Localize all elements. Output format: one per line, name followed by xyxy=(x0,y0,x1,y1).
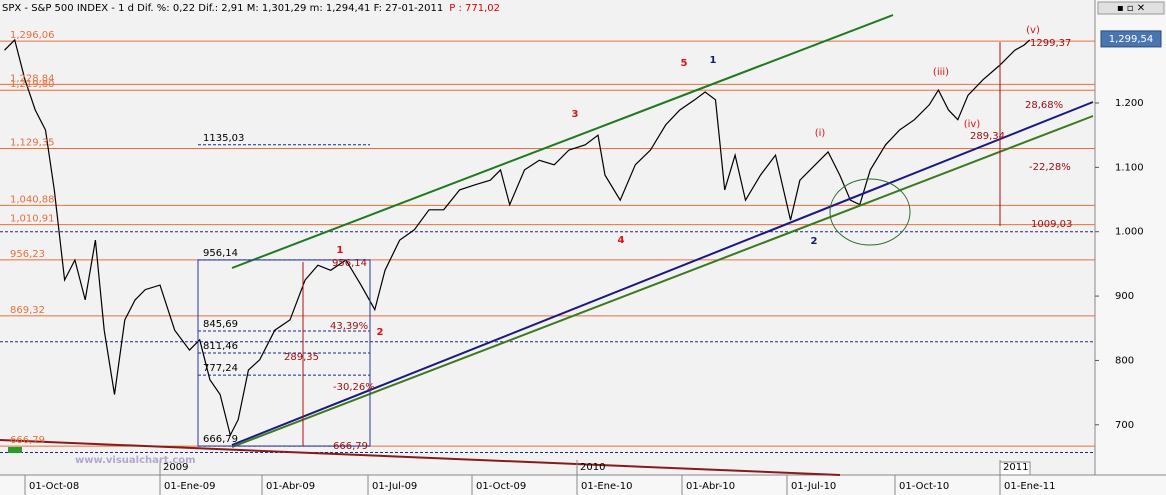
x-tick-label: 01-Jul-10 xyxy=(791,481,836,492)
dashed-level-label: 956,14 xyxy=(203,248,238,259)
annotation: 2 xyxy=(811,236,818,247)
annotation: -30,26% xyxy=(333,382,375,393)
trend-line xyxy=(231,14,894,269)
level-label: 1,129,35 xyxy=(10,137,55,148)
level-label: 869,32 xyxy=(10,305,45,316)
level-label: 666,79 xyxy=(10,435,45,446)
annotation: 43,39% xyxy=(330,321,368,332)
x-tick-label: 01-Oct-09 xyxy=(476,481,526,492)
trend-line xyxy=(0,439,841,476)
annotation: 4 xyxy=(618,235,625,246)
y-tick-label: 700 xyxy=(1115,420,1134,431)
dashed-level-label: 777,24 xyxy=(203,363,238,374)
x-tick-label: 01-Oct-08 xyxy=(29,481,79,492)
title-text: SPX - S&P 500 INDEX - 1 d Dif. %: 0,22 D… xyxy=(2,3,443,14)
annotation: (v) xyxy=(1026,25,1040,36)
annotation: (i) xyxy=(815,128,826,139)
y-tick-label: 800 xyxy=(1115,355,1134,366)
annotation: 1299,37 xyxy=(1030,38,1071,49)
highlight-ellipse xyxy=(829,178,911,246)
annotation: (iii) xyxy=(933,67,949,78)
dashed-level-label: 811,46 xyxy=(203,341,238,352)
x-tick-label: 01-Jul-09 xyxy=(372,481,417,492)
year-label: 2011 xyxy=(1003,462,1028,473)
x-tick-label: 01-Ene-09 xyxy=(164,481,215,492)
annotation: 28,68% xyxy=(1025,100,1063,111)
annotation: (iv) xyxy=(964,119,981,130)
trend-line xyxy=(231,101,1094,446)
annotation: 289,35 xyxy=(284,352,319,363)
x-tick-label: 01-Ene-11 xyxy=(1004,481,1055,492)
y-tick-label: 1.100 xyxy=(1115,162,1144,173)
annotation: 2 xyxy=(377,327,384,338)
chart-title: SPX - S&P 500 INDEX - 1 d Dif. %: 0,22 D… xyxy=(2,3,500,14)
price-line xyxy=(4,38,1031,437)
annotation: 1009,03 xyxy=(1031,219,1072,230)
x-axis-background xyxy=(0,475,1166,495)
dashed-level-label: 666,79 xyxy=(203,434,238,445)
y-tick-label: 1.200 xyxy=(1115,98,1144,109)
x-tick-label: 01-Oct-10 xyxy=(899,481,949,492)
y-tick-label: 900 xyxy=(1115,291,1134,302)
title-extra: P : 771,02 xyxy=(449,3,500,14)
dashed-level-label: 845,69 xyxy=(203,319,238,330)
level-label: 956,23 xyxy=(10,249,45,260)
watermark: www.visualchart.com xyxy=(75,455,196,466)
level-label: 1,219,80 xyxy=(10,79,55,90)
annotation: 5 xyxy=(681,58,688,69)
x-tick-label: 01-Abr-09 xyxy=(266,481,315,492)
plot-background xyxy=(0,0,1095,475)
level-label: 1,296,06 xyxy=(10,30,55,41)
x-tick-label: 01-Abr-10 xyxy=(686,481,735,492)
annotation: 1 xyxy=(337,245,344,256)
trend-line xyxy=(231,115,1094,448)
y-tick-label: 1.000 xyxy=(1115,227,1144,238)
level-label: 1,228,84 xyxy=(10,73,55,84)
year-label: 2010 xyxy=(580,462,605,473)
annotation: 1 xyxy=(710,55,717,66)
level-label: 1,040,88 xyxy=(10,194,55,205)
fib-box xyxy=(197,259,371,447)
annotation: 3 xyxy=(572,109,579,120)
level-label: 1,010,91 xyxy=(10,214,55,225)
window-controls[interactable] xyxy=(1097,1,1165,15)
annotation: -22,28% xyxy=(1029,162,1071,173)
last-price-label: 1,299,54 xyxy=(1109,34,1154,45)
window-controls-icons: ▪ ▫ ✕ xyxy=(1117,3,1145,14)
annotation: 666,79 xyxy=(333,441,368,452)
annotation: 956,14 xyxy=(332,258,367,269)
annotation: 289,34 xyxy=(970,131,1005,142)
year-label: 2009 xyxy=(163,462,188,473)
dashed-level-label: 1135,03 xyxy=(203,133,244,144)
x-tick-label: 01-Ene-10 xyxy=(581,481,632,492)
marker xyxy=(8,447,22,453)
last-price-box xyxy=(1100,30,1162,48)
axis-background xyxy=(1095,0,1166,475)
